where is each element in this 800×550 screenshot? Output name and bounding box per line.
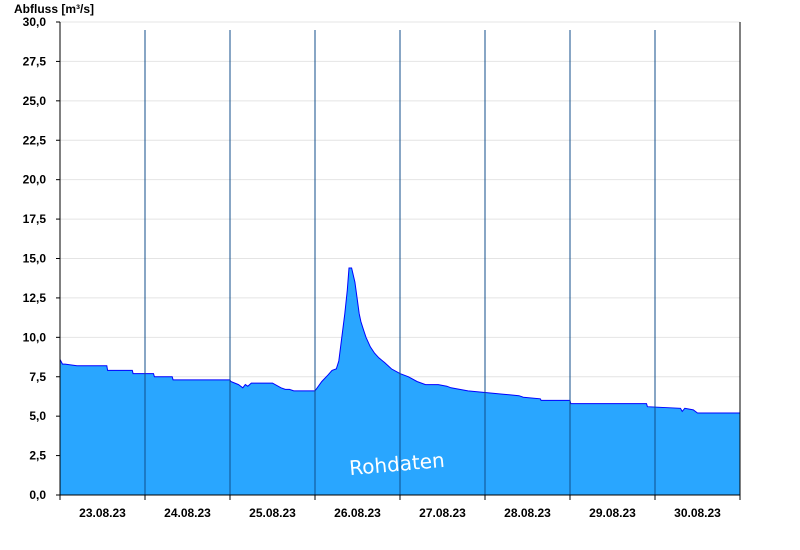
x-tick-label: 24.08.23 — [164, 506, 211, 520]
y-tick-label: 30,0 — [23, 15, 47, 29]
y-tick-label: 7,5 — [29, 370, 46, 384]
y-tick-label: 2,5 — [29, 449, 46, 463]
x-tick-label: 27.08.23 — [419, 506, 466, 520]
axes — [56, 21, 741, 500]
y-tick-label: 12,5 — [23, 291, 47, 305]
discharge-line — [59, 267, 740, 414]
y-tick-label: 27,5 — [23, 54, 47, 68]
y-tick-label: 17,5 — [23, 212, 47, 226]
y-tick-labels: 0,0 2,5 5,0 7,5 10,0 12,5 15,0 17,5 20,0 22,5 25,0… — [23, 15, 47, 502]
y-axis-title: Abfluss [m³/s] — [14, 2, 94, 16]
x-tick-label: 28.08.23 — [504, 506, 551, 520]
x-tick-label: 23.08.23 — [79, 506, 126, 520]
day-separators — [144, 30, 656, 495]
y-tick-label: 20,0 — [23, 173, 47, 187]
x-tick-label: 29.08.23 — [589, 506, 636, 520]
y-tick-label: 0,0 — [29, 488, 46, 502]
x-tick-label: 26.08.23 — [334, 506, 381, 520]
y-tick-label: 22,5 — [23, 133, 47, 147]
x-tick-labels: 23.08.23 24.08.23 25.08.23 26.08.23 27.08.23… — [79, 506, 721, 520]
y-tick-label: 5,0 — [29, 409, 46, 423]
y-tick-label: 15,0 — [23, 252, 47, 266]
x-tick-label: 30.08.23 — [674, 506, 721, 520]
x-tick-label: 25.08.23 — [249, 506, 296, 520]
y-tick-label: 10,0 — [23, 330, 47, 344]
y-tick-label: 25,0 — [23, 94, 47, 108]
